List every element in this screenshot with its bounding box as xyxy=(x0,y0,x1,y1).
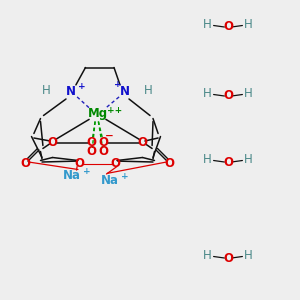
Text: O: O xyxy=(98,145,109,158)
Text: +: + xyxy=(121,172,128,181)
Text: +: + xyxy=(114,80,122,89)
Text: Na: Na xyxy=(63,169,81,182)
Text: H: H xyxy=(203,87,212,101)
Text: H: H xyxy=(203,249,212,262)
Text: O: O xyxy=(20,157,31,170)
Text: −: − xyxy=(104,131,113,141)
Text: O: O xyxy=(223,251,233,265)
Text: O: O xyxy=(47,136,58,149)
Text: Na: Na xyxy=(100,173,118,187)
Text: H: H xyxy=(203,18,212,32)
Text: +: + xyxy=(78,82,86,91)
Text: H: H xyxy=(244,18,253,32)
Text: O: O xyxy=(164,157,175,170)
Text: O: O xyxy=(223,155,233,169)
Text: N: N xyxy=(65,85,76,98)
Text: O: O xyxy=(110,157,121,170)
Text: O: O xyxy=(223,20,233,34)
Text: Mg: Mg xyxy=(87,107,108,121)
Text: H: H xyxy=(244,87,253,101)
Text: O: O xyxy=(98,136,109,149)
Text: N: N xyxy=(119,85,130,98)
Text: ++: ++ xyxy=(107,106,122,115)
Text: O: O xyxy=(86,145,97,158)
Text: H: H xyxy=(42,83,51,97)
Text: H: H xyxy=(244,249,253,262)
Text: H: H xyxy=(203,153,212,167)
Text: O: O xyxy=(137,136,148,149)
Text: H: H xyxy=(144,83,153,97)
Text: O: O xyxy=(74,157,85,170)
Text: +: + xyxy=(83,167,91,176)
Text: H: H xyxy=(244,153,253,167)
Text: O: O xyxy=(86,136,97,149)
Text: O: O xyxy=(223,89,233,103)
